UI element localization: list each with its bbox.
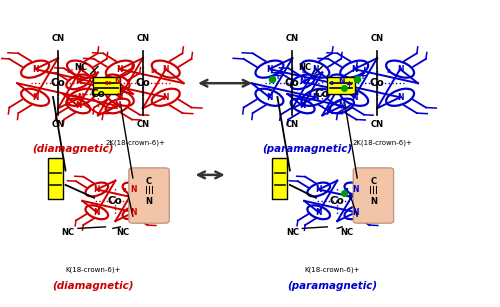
- Text: N: N: [300, 77, 306, 86]
- Text: N: N: [75, 77, 82, 86]
- Text: C: C: [370, 177, 376, 186]
- Text: N: N: [114, 77, 121, 86]
- Text: II: II: [122, 188, 127, 193]
- Text: CN: CN: [136, 34, 149, 44]
- Text: NC: NC: [62, 228, 74, 237]
- Text: N: N: [130, 185, 137, 194]
- Text: N: N: [266, 65, 272, 74]
- Text: CN: CN: [136, 120, 149, 129]
- Text: N: N: [397, 93, 404, 102]
- Text: +: +: [345, 192, 352, 201]
- Text: NC: NC: [298, 64, 312, 72]
- Text: N: N: [32, 65, 38, 74]
- Text: N: N: [351, 93, 358, 102]
- Text: CN: CN: [370, 34, 384, 44]
- Text: 2K(18-crown-6)+: 2K(18-crown-6)+: [106, 139, 166, 146]
- Text: N: N: [116, 93, 123, 102]
- Text: Co: Co: [370, 78, 384, 88]
- Bar: [328, 77, 354, 94]
- Text: N: N: [116, 65, 123, 74]
- Text: N: N: [397, 65, 404, 74]
- Text: N: N: [338, 77, 345, 86]
- FancyBboxPatch shape: [353, 168, 394, 223]
- Text: N: N: [32, 93, 38, 102]
- Text: +: +: [359, 71, 367, 80]
- Text: NC: NC: [116, 228, 130, 237]
- Text: Co: Co: [90, 89, 106, 99]
- Text: N: N: [162, 65, 169, 74]
- Text: N: N: [351, 65, 358, 74]
- Text: N: N: [316, 185, 322, 194]
- Text: Co: Co: [50, 78, 66, 88]
- Text: 2K(18-crown-6)+: 2K(18-crown-6)+: [352, 139, 412, 146]
- Text: N: N: [78, 93, 84, 102]
- Bar: [93, 77, 120, 94]
- Text: III: III: [104, 81, 112, 86]
- Text: K(18-crown-6)+: K(18-crown-6)+: [65, 266, 120, 273]
- Text: N: N: [146, 197, 152, 206]
- Text: N: N: [312, 65, 318, 74]
- Text: C: C: [146, 177, 152, 186]
- Text: N: N: [300, 102, 306, 111]
- Text: CN: CN: [286, 120, 299, 129]
- Text: NC: NC: [286, 228, 299, 237]
- Text: CN: CN: [52, 120, 64, 129]
- Text: CN: CN: [52, 34, 64, 44]
- Text: N: N: [316, 208, 322, 217]
- Text: K(18-crown-6)+: K(18-crown-6)+: [304, 266, 360, 273]
- Bar: [48, 158, 63, 199]
- Text: NC: NC: [340, 228, 354, 237]
- Text: NC: NC: [74, 64, 87, 72]
- Text: N: N: [352, 185, 359, 194]
- Text: Co: Co: [108, 196, 123, 206]
- Text: N: N: [312, 93, 318, 102]
- FancyBboxPatch shape: [129, 168, 169, 223]
- Text: II: II: [344, 188, 349, 193]
- Text: III: III: [66, 68, 73, 73]
- Text: N: N: [352, 208, 359, 217]
- Text: N: N: [94, 208, 100, 217]
- Text: II: II: [302, 68, 306, 73]
- Text: N: N: [94, 185, 100, 194]
- Text: N: N: [130, 208, 137, 217]
- Text: (diamagnetic): (diamagnetic): [52, 282, 134, 291]
- Text: II: II: [330, 81, 334, 86]
- Text: +: +: [274, 71, 282, 80]
- Text: N: N: [162, 93, 169, 102]
- Text: N: N: [75, 102, 82, 111]
- Text: III: III: [151, 68, 158, 73]
- Text: N: N: [338, 102, 345, 111]
- Text: II: II: [386, 68, 391, 73]
- Text: (diamagnetic): (diamagnetic): [32, 144, 114, 154]
- Bar: [272, 158, 287, 199]
- Text: N: N: [114, 102, 121, 111]
- Text: N: N: [78, 65, 84, 74]
- Text: Co: Co: [285, 78, 300, 88]
- Text: (paramagnetic): (paramagnetic): [262, 144, 352, 154]
- Text: (paramagnetic): (paramagnetic): [287, 282, 378, 291]
- Text: N: N: [370, 197, 377, 206]
- Text: Co: Co: [136, 78, 150, 88]
- Text: N: N: [266, 93, 272, 102]
- Text: CN: CN: [286, 34, 299, 44]
- Text: Co: Co: [330, 196, 344, 206]
- Text: Co: Co: [315, 89, 330, 99]
- Text: CN: CN: [370, 120, 384, 129]
- Text: +: +: [345, 80, 352, 89]
